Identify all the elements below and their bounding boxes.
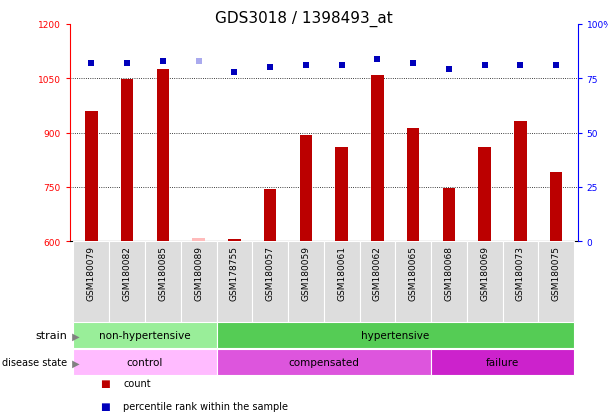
Text: percentile rank within the sample: percentile rank within the sample [123, 401, 288, 411]
FancyBboxPatch shape [216, 349, 431, 375]
Bar [157, 70, 169, 242]
Bar [550, 173, 562, 242]
Text: GSM180079: GSM180079 [87, 246, 96, 301]
Text: strain: strain [35, 330, 67, 341]
Text: GSM180065: GSM180065 [409, 246, 418, 301]
Text: count: count [123, 378, 151, 388]
FancyBboxPatch shape [74, 323, 216, 349]
Bar [121, 80, 133, 242]
Text: GSM180089: GSM180089 [194, 246, 203, 301]
Text: GSM180085: GSM180085 [158, 246, 167, 301]
Text: GSM180073: GSM180073 [516, 246, 525, 301]
Text: failure: failure [486, 357, 519, 368]
Bar [407, 128, 420, 242]
Text: GSM180069: GSM180069 [480, 246, 489, 301]
FancyBboxPatch shape [74, 242, 109, 322]
FancyBboxPatch shape [538, 242, 574, 322]
Bar [336, 148, 348, 242]
Text: GSM180082: GSM180082 [123, 246, 131, 300]
Text: GSM178755: GSM178755 [230, 246, 239, 301]
Text: ■: ■ [100, 378, 110, 388]
FancyBboxPatch shape [145, 242, 181, 322]
Text: GDS3018 / 1398493_at: GDS3018 / 1398493_at [215, 10, 393, 26]
FancyBboxPatch shape [74, 349, 216, 375]
FancyBboxPatch shape [181, 242, 216, 322]
Text: GSM180059: GSM180059 [302, 246, 310, 301]
Bar [371, 76, 384, 242]
Bar [478, 148, 491, 242]
Text: non-hypertensive: non-hypertensive [99, 330, 191, 341]
FancyBboxPatch shape [324, 242, 359, 322]
Text: control: control [127, 357, 163, 368]
Text: GSM180068: GSM180068 [444, 246, 454, 301]
FancyBboxPatch shape [503, 242, 538, 322]
Text: GSM180057: GSM180057 [266, 246, 275, 301]
Text: GSM180075: GSM180075 [551, 246, 561, 301]
Bar [228, 239, 241, 242]
FancyBboxPatch shape [216, 323, 574, 349]
Text: ▶: ▶ [69, 357, 80, 368]
FancyBboxPatch shape [216, 242, 252, 322]
Bar [85, 112, 98, 242]
Bar [300, 136, 312, 242]
FancyBboxPatch shape [359, 242, 395, 322]
Bar [514, 122, 527, 242]
FancyBboxPatch shape [395, 242, 431, 322]
Text: disease state: disease state [2, 357, 67, 368]
FancyBboxPatch shape [252, 242, 288, 322]
FancyBboxPatch shape [431, 349, 574, 375]
Text: ▶: ▶ [69, 330, 80, 341]
Bar [192, 238, 205, 242]
Bar [264, 190, 277, 242]
FancyBboxPatch shape [431, 242, 467, 322]
Text: GSM180062: GSM180062 [373, 246, 382, 300]
Text: GSM180061: GSM180061 [337, 246, 346, 301]
FancyBboxPatch shape [288, 242, 324, 322]
Text: compensated: compensated [288, 357, 359, 368]
FancyBboxPatch shape [109, 242, 145, 322]
Text: ■: ■ [100, 401, 110, 411]
Bar [443, 188, 455, 242]
FancyBboxPatch shape [467, 242, 503, 322]
Text: hypertensive: hypertensive [361, 330, 429, 341]
